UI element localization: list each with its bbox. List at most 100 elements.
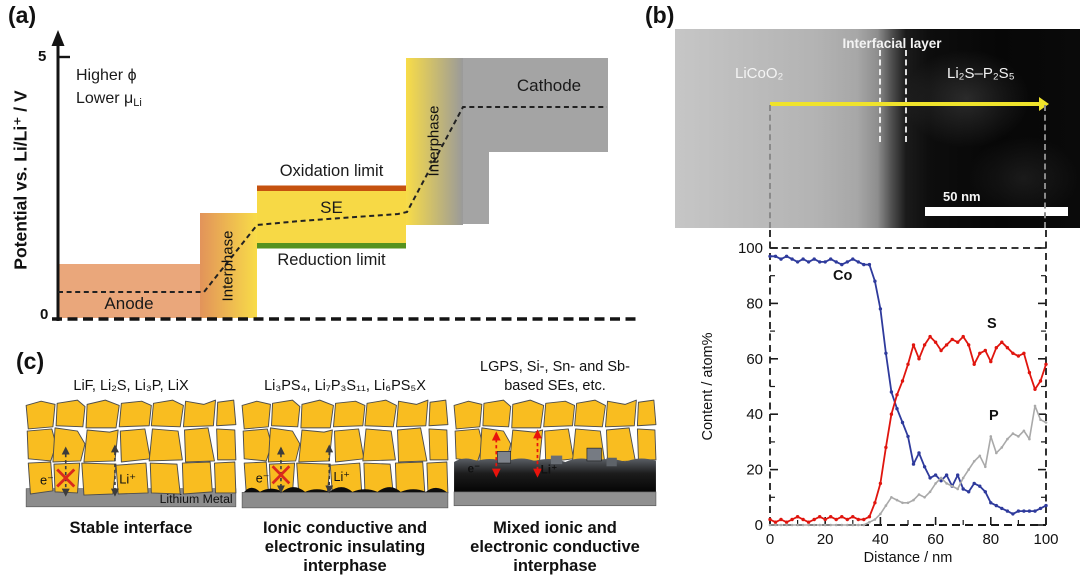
s-point: [917, 357, 921, 361]
co-point: [878, 307, 883, 311]
p-point: [978, 454, 982, 458]
s-point: [1027, 370, 1032, 375]
co-point: [1000, 506, 1004, 511]
x-tick-label: 100: [1033, 531, 1058, 548]
co-point: [944, 473, 949, 477]
p-point: [1000, 446, 1004, 449]
s-point: [933, 340, 938, 344]
panel-c-interphase-schematics: (c) LiF, Li₂S, Li₃P, LiX: [0, 340, 660, 576]
p-point: [1006, 437, 1009, 441]
s-point: [823, 517, 827, 522]
co-point: [823, 260, 827, 264]
panel-b-label: (b): [645, 2, 675, 28]
p-point: [846, 523, 849, 527]
s-point: [784, 520, 789, 524]
p-point: [851, 523, 855, 527]
p-point: [950, 484, 954, 488]
s-point: [989, 359, 993, 364]
x-axis-title: Distance / nm: [864, 550, 953, 566]
co-point: [1011, 512, 1015, 516]
co-point: [779, 257, 783, 261]
co-point: [856, 260, 860, 264]
panel-c-label: (c): [16, 348, 45, 374]
caption-line: electronic insulating: [264, 538, 426, 556]
interphase-right-label: Interphase: [425, 105, 443, 177]
lithium-ion-label: Li⁺: [119, 471, 136, 486]
s-point: [834, 517, 838, 522]
p-point: [1033, 404, 1037, 408]
licoo2-label: LiCoO₂: [735, 65, 784, 82]
s-point: [779, 517, 783, 522]
interfacial-layer-label: Interfacial layer: [842, 36, 942, 51]
arrowhead-icon: [1039, 97, 1049, 111]
p-point: [901, 501, 904, 505]
column1-header: LiF, Li₂S, Li₃P, LiX: [24, 340, 238, 398]
p-point: [939, 476, 943, 480]
co-point: [978, 484, 982, 488]
co-point: [806, 260, 811, 264]
p-point: [862, 523, 866, 527]
co-point: [773, 254, 778, 258]
schematic-ionic-conductive-interphase: Li₃PS₄, Li₇P₃S₁₁, Li₆PS₅X e⁻ Li⁺ Ionic c…: [240, 340, 450, 576]
anode-label: Anode: [104, 294, 154, 313]
s-point: [1038, 379, 1043, 383]
co-point: [795, 260, 800, 264]
co-curve: [770, 255, 1047, 515]
p-point: [774, 523, 777, 527]
lithium-metal-label: Lithium Metal: [160, 492, 233, 506]
s-point: [939, 348, 943, 353]
x-tick-label: 60: [927, 531, 944, 548]
y-tick-label: 0: [755, 517, 763, 534]
x-tick-label: 0: [766, 531, 774, 548]
s-point: [1044, 362, 1048, 366]
s-point: [873, 501, 877, 505]
co-point: [967, 490, 971, 494]
s-point: [1033, 387, 1037, 391]
interphase-chunk: [606, 457, 617, 467]
s-point: [1000, 340, 1004, 344]
co-point: [917, 451, 921, 455]
co-point: [884, 351, 888, 355]
tem-micrograph: LiCoO₂ Interfacial layer Li₂S–P₂S₅ 50 nm: [675, 29, 1080, 228]
co-point: [922, 465, 927, 469]
p-point: [879, 512, 882, 516]
stable-interface-drawing: Lithium Metal e⁻ Li⁺: [25, 399, 237, 508]
column2-header-line1: Li₃PS₄, Li₇P₃S₁₁, Li₆PS₅X: [264, 378, 426, 394]
p-point: [818, 523, 821, 527]
ionic-conductive-drawing: e⁻ Li⁺: [241, 399, 449, 509]
s-point: [1005, 346, 1010, 350]
co-point: [1005, 509, 1010, 513]
co-point: [994, 503, 998, 508]
p-point: [1028, 437, 1031, 441]
potential-note: Higher ϕ Lower μLi: [76, 64, 142, 112]
co-point: [956, 473, 960, 477]
p-point: [1017, 435, 1020, 438]
co-point: [829, 257, 833, 261]
p-point: [1022, 429, 1026, 433]
p-point: [829, 523, 832, 527]
caption-stable-interface: Stable interface: [24, 519, 238, 538]
interphase-chunk: [586, 447, 602, 462]
s-point: [956, 340, 960, 344]
y-axis-title: Content / atom%: [700, 332, 716, 440]
p-point: [812, 523, 816, 527]
co-point: [812, 257, 816, 261]
p-point: [917, 493, 921, 496]
s-point: [862, 517, 866, 522]
p-point: [768, 523, 772, 527]
eds-scan-arrow: [770, 97, 1049, 111]
p-point: [1044, 421, 1048, 424]
p-point: [1011, 432, 1015, 435]
co-point: [1027, 509, 1032, 513]
s-point: [972, 362, 976, 366]
tick-label-5: 5: [38, 48, 47, 65]
potential-diagram-canvas: [51, 30, 638, 321]
s-point: [878, 481, 883, 486]
s-point: [801, 517, 805, 522]
p-point: [989, 435, 993, 438]
co-point: [1038, 506, 1043, 511]
s-point: [829, 515, 833, 519]
y-tick-label: 60: [746, 351, 763, 368]
s-point: [856, 517, 860, 522]
s-point: [884, 445, 888, 450]
